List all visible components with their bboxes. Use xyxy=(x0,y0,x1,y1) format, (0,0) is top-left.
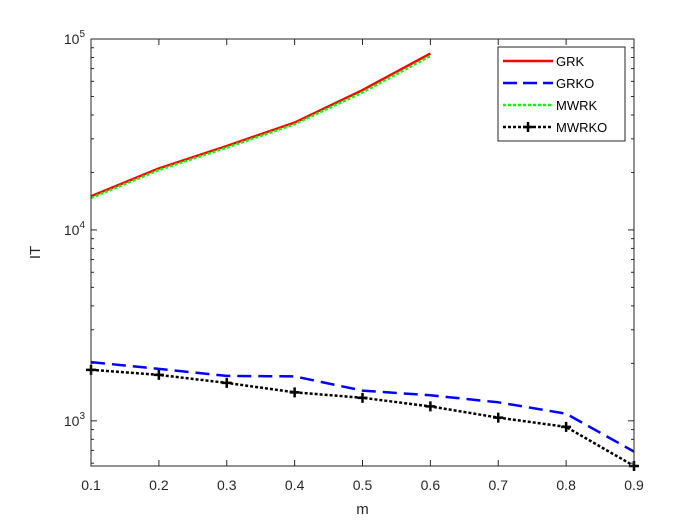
y-tick-label: 104 xyxy=(64,220,86,238)
legend-label-mwrko: MWRKO xyxy=(556,120,607,135)
y-tick-label: 103 xyxy=(64,411,86,429)
series-line-mwrk xyxy=(90,54,431,200)
x-tick-label: 0.8 xyxy=(556,477,576,493)
x-tick-label: 0.7 xyxy=(489,477,509,493)
x-tick-label: 0.4 xyxy=(285,477,305,493)
data-point-mwrko xyxy=(221,377,232,388)
legend-label-mwrk: MWRK xyxy=(556,98,597,113)
y-tick-base: 10 xyxy=(64,222,80,238)
y-tick-label: 105 xyxy=(64,29,86,47)
data-point-mwrko xyxy=(561,421,572,432)
x-tick-label: 0.9 xyxy=(624,477,644,493)
data-point-mwrko xyxy=(289,387,300,398)
y-tick-base: 10 xyxy=(64,31,80,47)
series-layer xyxy=(86,52,639,471)
data-point-mwrko xyxy=(493,412,504,423)
y-tick-base: 10 xyxy=(64,413,80,429)
series-line-grko xyxy=(90,360,635,453)
legend: GRK GRKO MWRK MWRKO xyxy=(497,46,626,142)
x-tick-label: 0.3 xyxy=(217,477,237,493)
data-point-mwrko xyxy=(357,392,368,403)
x-tick-label: 0.6 xyxy=(421,477,441,493)
series-line-grk xyxy=(90,52,431,198)
legend-label-grko: GRKO xyxy=(556,76,594,91)
y-tick-exponent: 4 xyxy=(79,220,85,231)
x-tick-label: 0.1 xyxy=(81,477,101,493)
y-axis-label: IT xyxy=(27,246,44,259)
y-tick-exponent: 5 xyxy=(79,29,85,40)
legend-label-grk: GRK xyxy=(556,54,585,69)
data-point-mwrko xyxy=(153,369,164,380)
series-line-mwrko xyxy=(90,368,635,468)
y-tick-exponent: 3 xyxy=(79,411,85,422)
x-tick-label: 0.2 xyxy=(149,477,169,493)
data-point-mwrko xyxy=(425,401,436,412)
x-axis-label: m xyxy=(356,501,369,518)
legend-marker xyxy=(523,122,533,132)
x-tick-label: 0.5 xyxy=(353,477,373,493)
legend-box xyxy=(497,46,626,142)
